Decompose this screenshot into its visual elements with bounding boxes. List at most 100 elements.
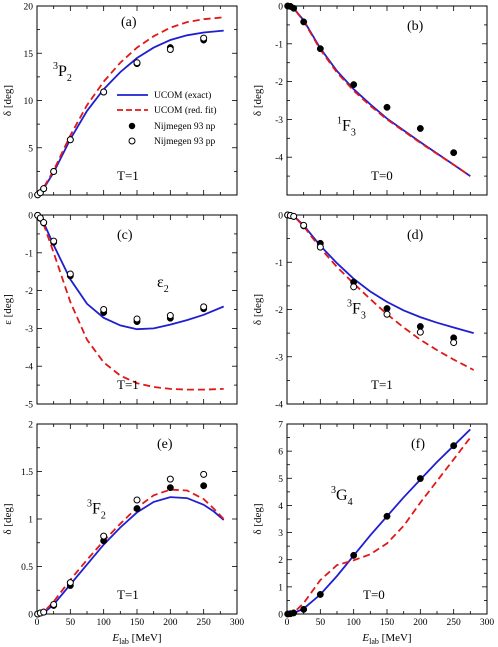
data-point-np	[200, 482, 208, 490]
legend-label-pp: Nijmegen 93 pp	[154, 137, 215, 147]
y-tick-label: 3	[278, 529, 283, 539]
partial-wave-label: 3F3	[347, 298, 366, 321]
panel-d: -4 -3 -2 -1 0 δ [deg] (d) 3F3 T=1	[252, 211, 488, 411]
data-point-pp	[450, 339, 458, 347]
series-line-ucom-redfit	[287, 215, 475, 371]
x-tick-label: 300	[480, 618, 495, 628]
y-tick-label: 0	[278, 3, 283, 13]
data-point-pp	[66, 270, 74, 278]
x-tick-label: 200	[413, 618, 428, 628]
data-point-np	[383, 512, 391, 520]
isospin-label: T=1	[117, 587, 139, 602]
series-line-ucom-redfit	[37, 215, 224, 391]
data-point-pp	[200, 34, 208, 42]
data-point-pp	[66, 136, 74, 144]
data-point-pp	[50, 167, 58, 175]
series-line-ucom-exact	[37, 496, 225, 614]
data-point-pp	[166, 45, 174, 53]
legend-label-ucom-redfit: UCOM (red. fit)	[154, 105, 217, 116]
partial-wave-label: ε2	[157, 274, 169, 295]
data-point-pp	[100, 532, 108, 540]
panel-label: (f)	[411, 437, 425, 452]
y-tick-label: 0	[28, 212, 33, 222]
data-point-pp	[383, 310, 391, 318]
isospin-label: T=1	[117, 168, 139, 183]
panel-f: 0 50 100 150 200 250 300 0 1 2 3 4 5 6 7 δ [deg] Elab [M…	[252, 421, 494, 647]
legend: UCOM (exact) UCOM (red. fit) Nijmegen 93…	[117, 90, 217, 147]
y-tick-label: -2	[275, 306, 283, 316]
data-point-np	[316, 591, 324, 598]
x-tick-label: 150	[130, 618, 145, 628]
legend-label-np: Nijmegen 93 np	[154, 122, 215, 132]
data-point-np	[290, 609, 298, 617]
data-point-pp	[50, 601, 58, 608]
panel-label: (b)	[407, 19, 424, 34]
partial-wave-label: 3P2	[53, 61, 72, 84]
y-tick-label: 1	[278, 583, 283, 593]
y-tick-label: 5	[278, 475, 283, 485]
y-tick-label: -3	[275, 116, 283, 126]
y-tick-label: 0	[278, 212, 283, 222]
data-point-np	[416, 475, 424, 483]
y-tick-label: -1	[275, 259, 283, 269]
series-line-ucom-redfit	[287, 6, 471, 177]
y-axis-label: δ [deg]	[2, 503, 14, 534]
y-tick-label: -4	[275, 401, 283, 411]
partial-wave-label: 3F2	[87, 498, 106, 521]
y-tick-label: -2	[25, 287, 33, 297]
y-tick-label: -1	[275, 40, 283, 50]
data-point-np	[450, 149, 458, 157]
y-tick-label: 10	[24, 97, 34, 107]
x-axis-label: Elab [MeV]	[361, 632, 411, 646]
legend-marker-pp	[128, 137, 136, 145]
data-point-np	[416, 125, 424, 132]
y-tick-label: 20	[24, 3, 34, 13]
series-line-ucom-redfit	[37, 488, 225, 614]
isospin-label: T=1	[371, 377, 393, 392]
x-tick-label: 250	[447, 618, 462, 628]
y-tick-label: 6	[278, 448, 283, 458]
x-tick-label: 100	[347, 618, 362, 628]
data-point-np	[166, 484, 174, 492]
panel-b: -4 -3 -2 -1 0 δ [deg] (b) 1F3 T=0	[252, 3, 488, 196]
data-point-pp	[50, 237, 58, 245]
y-axis-label: δ [deg]	[252, 503, 264, 534]
data-point-pp	[40, 608, 48, 616]
data-point-pp	[133, 315, 141, 323]
data-point-pp	[100, 306, 108, 313]
panel-label: (c)	[117, 228, 133, 243]
y-tick-label: -3	[275, 353, 283, 363]
y-axis-label: δ [deg]	[252, 85, 264, 116]
x-tick-label: 150	[380, 618, 395, 628]
y-tick-label: 5	[28, 144, 33, 154]
x-tick-label: 50	[316, 618, 326, 628]
data-point-pp	[166, 475, 174, 483]
data-point-np	[300, 18, 308, 26]
panel-c: -5 -4 -3 -2 -1 0 ε [deg] (c) ε2 T=1	[2, 212, 238, 411]
x-axis-label: Elab [MeV]	[111, 632, 161, 646]
y-tick-label: 15	[24, 50, 34, 60]
data-point-pp	[133, 59, 141, 67]
data-point-pp	[166, 312, 174, 320]
data-point-np	[450, 442, 458, 450]
panel-label: (d)	[407, 228, 424, 243]
isospin-label: T=0	[363, 587, 385, 602]
y-tick-label: -5	[25, 401, 33, 411]
y-tick-label: 2	[28, 421, 33, 431]
series-line-ucom-exact	[287, 215, 474, 334]
data-point-pp	[40, 219, 48, 227]
data-point-pp	[416, 328, 424, 336]
panel-label: (a)	[121, 15, 137, 30]
data-point-pp	[66, 579, 74, 587]
series-line-ucom-exact	[287, 6, 471, 177]
y-tick-label: 1.5	[21, 468, 33, 478]
data-point-np	[133, 505, 141, 512]
data-point-np	[290, 4, 298, 12]
data-point-np	[350, 81, 358, 89]
y-tick-label: 2	[278, 556, 283, 566]
isospin-label: T=1	[117, 377, 139, 392]
panel-label: (e)	[157, 437, 173, 452]
y-tick-label: 0.5	[21, 563, 33, 573]
data-point-pp	[300, 221, 308, 229]
